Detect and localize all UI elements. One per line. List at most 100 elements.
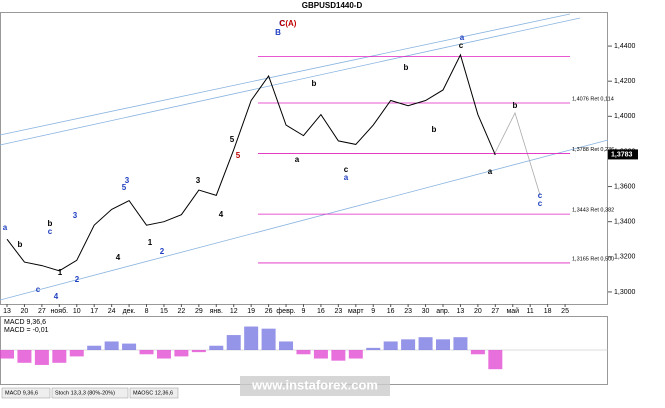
macd-bar [261, 328, 276, 350]
macd-bar [226, 335, 241, 350]
chart-title: GBPUSD1440-D [302, 1, 363, 10]
macd-bar [470, 350, 485, 355]
x-tick-label: 18 [544, 308, 552, 315]
wave-label: 4 [219, 210, 224, 219]
indicator-tab[interactable] [1, 387, 51, 399]
wave-label: c [36, 285, 41, 294]
x-tick-label: 30 [422, 308, 430, 315]
wave-label: c [344, 165, 349, 174]
watermark: www.instaforex.com [251, 377, 378, 392]
wave-label: b [513, 101, 518, 110]
macd-label: MACD 9,36,6 [4, 319, 46, 326]
wave-label: b [432, 125, 437, 134]
macd-bar [174, 350, 189, 357]
x-tick-label: янв. [210, 308, 223, 315]
level-label: 1,3165 Ret 0,500 [572, 256, 614, 262]
x-tick-label: 8 [145, 308, 149, 315]
indicator-tab[interactable] [129, 387, 179, 399]
x-tick-label: 23 [334, 308, 342, 315]
wave-label: 5 [236, 151, 241, 160]
indicator-tab[interactable] [51, 387, 129, 399]
wave-label: C [279, 19, 285, 28]
wave-label: a [488, 167, 493, 176]
main-frame [0, 12, 608, 305]
x-tick-label: нояб. [51, 307, 69, 315]
level-label: 1,3788 Ret 0,236 [572, 147, 614, 153]
current-price-label: 1,3783 [611, 151, 633, 158]
indicator-tab-label[interactable]: MAOSC 12,36,6 [133, 390, 173, 396]
wave-label: b [18, 240, 23, 249]
x-tick-label: 9 [302, 308, 306, 315]
macd-bar [34, 350, 49, 365]
x-tick-label: 9 [371, 308, 375, 315]
wave-label: 2 [75, 275, 80, 284]
x-tick-label: 10 [73, 308, 81, 315]
macd-bar [383, 341, 398, 350]
wave-label: 1 [148, 238, 153, 247]
macd-bar [17, 350, 32, 363]
x-tick-label: 24 [108, 308, 116, 315]
macd-bar [122, 343, 137, 350]
x-tick-label: 25 [561, 308, 569, 315]
current-price-box [608, 149, 638, 160]
macd-bar [488, 350, 503, 370]
macd-bar [0, 350, 14, 359]
y-tick-label: 1,3600 [614, 183, 636, 190]
x-tick-label: 20 [21, 308, 29, 315]
wave-label: b [48, 219, 53, 228]
wave-label: 1 [58, 268, 63, 277]
macd-bar [209, 345, 224, 350]
x-tick-label: 13 [457, 308, 465, 315]
wave-label: 4 [116, 253, 121, 262]
x-tick-label: 17 [90, 308, 98, 315]
macd-bar [87, 345, 102, 350]
price-line [6, 53, 496, 272]
x-tick-label: 15 [160, 308, 168, 315]
wave-label: C(A) [280, 19, 297, 28]
wave-label: a [460, 33, 465, 42]
macd-bar [191, 350, 206, 353]
macd-bar [244, 326, 259, 350]
indicator-tab-label[interactable]: MACD 9,36,6 [5, 390, 38, 396]
macd-bar [331, 350, 346, 361]
wave-label: 5 [230, 135, 235, 144]
level-label: 1,3443 Ret 0,382 [572, 208, 614, 214]
x-tick-label: 27 [38, 308, 46, 315]
macd-bar [418, 337, 433, 350]
y-tick-label: 1,3000 [614, 289, 636, 296]
y-tick-label: 1,4400 [614, 43, 636, 50]
wave-label: c [538, 191, 543, 200]
macd-bar [104, 341, 119, 350]
x-tick-label: 12 [230, 308, 238, 315]
macd-bar [52, 350, 67, 363]
channel-line [0, 17, 581, 146]
x-tick-label: 29 [195, 308, 203, 315]
watermark-bg [240, 376, 390, 396]
x-tick-label: апр. [436, 308, 450, 315]
x-tick-label: 27 [491, 308, 499, 315]
x-tick-label: 11 [527, 308, 534, 315]
wave-label: b [404, 63, 409, 72]
macd-bar [69, 350, 84, 357]
wave-label: a [344, 173, 349, 182]
x-tick-label: май [506, 307, 519, 315]
macd-bar [313, 350, 328, 359]
x-tick-label: 22 [178, 308, 186, 315]
wave-label: 3 [196, 176, 201, 185]
wave-label: c [48, 227, 53, 236]
macd-bar [436, 339, 450, 350]
x-tick-label: 16 [317, 308, 325, 315]
wave-label: a [295, 155, 300, 164]
wave-label: 5 [122, 183, 127, 192]
x-tick-label: 20 [474, 308, 482, 315]
channel-line [0, 13, 571, 136]
macd-bar [348, 350, 363, 359]
forecast-path [493, 111, 541, 196]
macd-bar [296, 350, 311, 355]
macd-bar [401, 339, 416, 350]
macd-bar [139, 350, 154, 355]
indicator-tab-label[interactable]: Stoch 13,3,3 (80%-20%) [55, 390, 115, 396]
macd-bar [366, 347, 381, 350]
